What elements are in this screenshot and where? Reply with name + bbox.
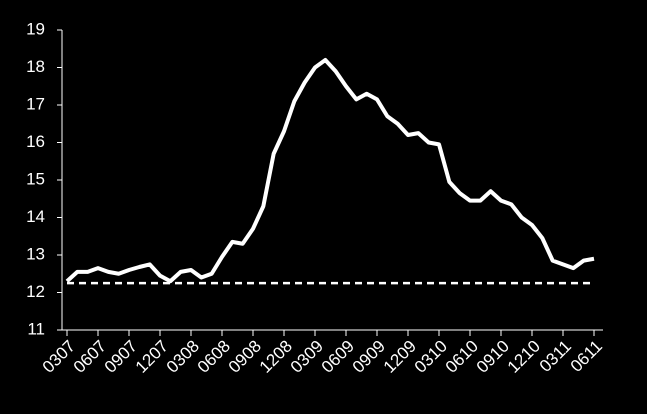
y-tick-label: 13 [26, 244, 45, 263]
y-tick-label: 14 [26, 207, 45, 226]
y-tick-label: 15 [26, 169, 45, 188]
y-tick-label: 16 [26, 132, 45, 151]
data-line [65, 58, 595, 284]
y-tick-label: 17 [26, 94, 45, 113]
y-tick-label: 18 [26, 57, 45, 76]
y-tick-label: 12 [26, 282, 45, 301]
y-tick-label: 19 [26, 19, 45, 38]
y-tick-label: 11 [27, 319, 45, 338]
